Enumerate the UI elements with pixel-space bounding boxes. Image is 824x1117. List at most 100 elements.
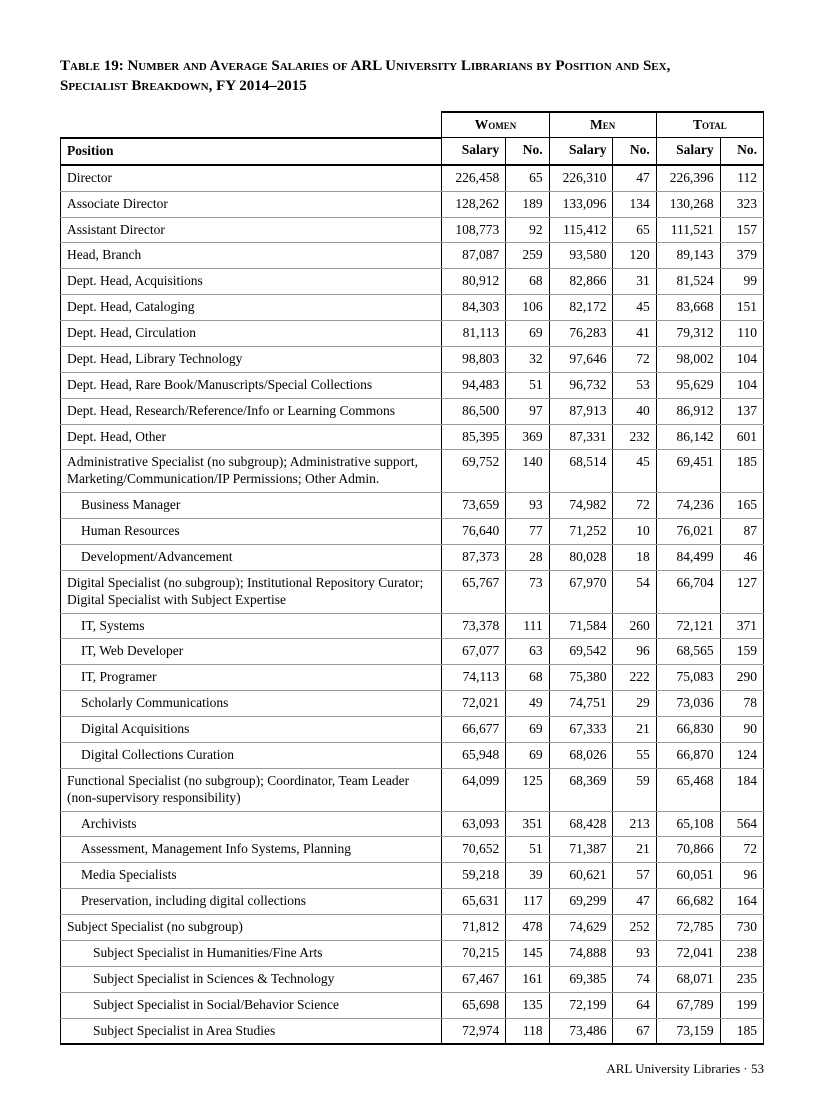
- position-label: Subject Specialist in Area Studies: [61, 1018, 442, 1044]
- page-container: Table 19: Number and Average Salaries of…: [0, 0, 824, 1117]
- total-no-cell: 72: [720, 837, 763, 863]
- position-label: Assessment, Management Info Systems, Pla…: [61, 837, 442, 863]
- men-salary-cell: 87,913: [549, 398, 613, 424]
- women-salary-cell: 81,113: [442, 321, 506, 347]
- women-no-cell: 351: [506, 811, 549, 837]
- total-no-cell: 96: [720, 863, 763, 889]
- men-no-cell: 252: [613, 915, 656, 941]
- women-no-cell: 28: [506, 544, 549, 570]
- total-no-cell: 112: [720, 165, 763, 191]
- total-salary-cell: 60,051: [656, 863, 720, 889]
- men-no-cell: 47: [613, 165, 656, 191]
- total-salary-cell: 66,870: [656, 742, 720, 768]
- women-no-cell: 135: [506, 992, 549, 1018]
- table-row: Dept. Head, Library Technology98,8033297…: [61, 346, 764, 372]
- men-salary-cell: 115,412: [549, 217, 613, 243]
- women-no-cell: 93: [506, 493, 549, 519]
- men-salary-cell: 74,629: [549, 915, 613, 941]
- table-row: Associate Director128,262189133,09613413…: [61, 191, 764, 217]
- men-salary-cell: 74,751: [549, 691, 613, 717]
- total-no-cell: 199: [720, 992, 763, 1018]
- total-no-cell: 137: [720, 398, 763, 424]
- men-salary-cell: 67,970: [549, 570, 613, 613]
- men-salary-cell: 71,252: [549, 519, 613, 545]
- men-no-cell: 59: [613, 768, 656, 811]
- women-no-cell: 189: [506, 191, 549, 217]
- total-salary-cell: 66,704: [656, 570, 720, 613]
- men-no-cell: 55: [613, 742, 656, 768]
- total-no-cell: 46: [720, 544, 763, 570]
- women-salary-cell: 87,373: [442, 544, 506, 570]
- women-no-cell: 92: [506, 217, 549, 243]
- total-salary-cell: 72,785: [656, 915, 720, 941]
- men-no-cell: 18: [613, 544, 656, 570]
- women-no-cell: 369: [506, 424, 549, 450]
- women-no-cell: 49: [506, 691, 549, 717]
- women-no-cell: 69: [506, 321, 549, 347]
- position-label: Dept. Head, Research/Reference/Info or L…: [61, 398, 442, 424]
- men-salary-cell: 68,369: [549, 768, 613, 811]
- men-salary-cell: 68,514: [549, 450, 613, 493]
- table-row: Media Specialists59,2183960,6215760,0519…: [61, 863, 764, 889]
- women-salary-cell: 226,458: [442, 165, 506, 191]
- men-no-cell: 31: [613, 269, 656, 295]
- position-label: Development/Advancement: [61, 544, 442, 570]
- table-row: Digital Collections Curation65,9486968,0…: [61, 742, 764, 768]
- position-label: Dept. Head, Library Technology: [61, 346, 442, 372]
- women-salary-cell: 65,631: [442, 889, 506, 915]
- men-salary-cell: 69,299: [549, 889, 613, 915]
- position-label: IT, Web Developer: [61, 639, 442, 665]
- position-label: Associate Director: [61, 191, 442, 217]
- total-salary-cell: 226,396: [656, 165, 720, 191]
- women-salary-cell: 76,640: [442, 519, 506, 545]
- women-no-cell: 77: [506, 519, 549, 545]
- position-label: Dept. Head, Cataloging: [61, 295, 442, 321]
- table-row: Subject Specialist in Area Studies72,974…: [61, 1018, 764, 1044]
- table-row: Subject Specialist (no subgroup)71,81247…: [61, 915, 764, 941]
- women-salary-cell: 67,077: [442, 639, 506, 665]
- women-salary-cell: 87,087: [442, 243, 506, 269]
- position-label: IT, Programer: [61, 665, 442, 691]
- men-no-cell: 64: [613, 992, 656, 1018]
- women-salary-cell: 66,677: [442, 717, 506, 743]
- table-row: Subject Specialist in Social/Behavior Sc…: [61, 992, 764, 1018]
- men-salary-cell: 72,199: [549, 992, 613, 1018]
- women-no-cell: 140: [506, 450, 549, 493]
- men-no-cell: 45: [613, 450, 656, 493]
- total-salary-cell: 66,830: [656, 717, 720, 743]
- total-salary-cell: 98,002: [656, 346, 720, 372]
- total-salary-cell: 72,041: [656, 940, 720, 966]
- men-no-cell: 134: [613, 191, 656, 217]
- table-row: Human Resources76,6407771,2521076,02187: [61, 519, 764, 545]
- men-no-cell: 222: [613, 665, 656, 691]
- women-no-cell: 32: [506, 346, 549, 372]
- position-label: Media Specialists: [61, 863, 442, 889]
- women-no-cell: 68: [506, 665, 549, 691]
- men-salary-cell: 97,646: [549, 346, 613, 372]
- position-label: Administrative Specialist (no subgroup);…: [61, 450, 442, 493]
- position-label: Subject Specialist in Humanities/Fine Ar…: [61, 940, 442, 966]
- position-label: Digital Collections Curation: [61, 742, 442, 768]
- position-label: Dept. Head, Rare Book/Manuscripts/Specia…: [61, 372, 442, 398]
- men-salary-cell: 82,172: [549, 295, 613, 321]
- table-row: Dept. Head, Acquisitions80,9126882,86631…: [61, 269, 764, 295]
- women-no-cell: 145: [506, 940, 549, 966]
- total-no-cell: 379: [720, 243, 763, 269]
- men-salary-cell: 93,580: [549, 243, 613, 269]
- table-row: Assessment, Management Info Systems, Pla…: [61, 837, 764, 863]
- total-salary-cell: 79,312: [656, 321, 720, 347]
- position-label: Business Manager: [61, 493, 442, 519]
- total-salary-cell: 72,121: [656, 613, 720, 639]
- total-salary-cell: 68,071: [656, 966, 720, 992]
- total-no-cell: 185: [720, 1018, 763, 1044]
- total-salary-cell: 130,268: [656, 191, 720, 217]
- men-no-cell: 10: [613, 519, 656, 545]
- total-salary-cell: 83,668: [656, 295, 720, 321]
- total-no-cell: 99: [720, 269, 763, 295]
- women-salary-cell: 65,767: [442, 570, 506, 613]
- total-no-cell: 127: [720, 570, 763, 613]
- men-salary-cell: 87,331: [549, 424, 613, 450]
- col-position: Position: [61, 138, 442, 165]
- women-salary-cell: 65,698: [442, 992, 506, 1018]
- women-salary-cell: 128,262: [442, 191, 506, 217]
